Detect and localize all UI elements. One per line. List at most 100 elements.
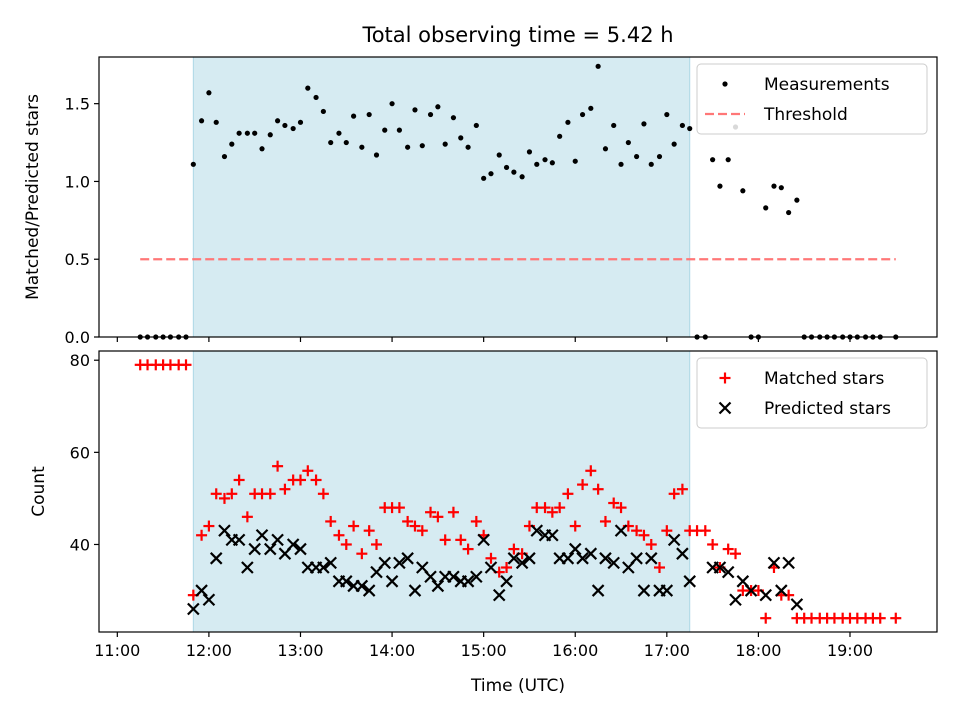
measurement-point [343,139,349,146]
measurement-point [450,115,457,121]
measurement-point [648,161,654,167]
matched-star-point [508,543,520,555]
predicted-star-point [782,556,795,570]
y-tick-label: 0.0 [65,328,90,347]
predicted-star-point [202,593,216,607]
matched-star-point [668,488,680,500]
bottom-axis-ticks: 11:00 12:00 13:00 14:00 15:00 16:00 17:00 18:00… [70,351,873,660]
predicted-star-point [209,552,223,565]
predicted-star-point [271,533,284,547]
predicted-star-point [614,524,628,537]
panel-ratio: 0.0 0.5 1.0 1.5 Matched/Predicted stars Mea… [23,56,938,347]
predicted-star-point [187,602,200,616]
predicted-star-point [584,547,598,560]
predicted-star-point [676,547,689,560]
matched-star-point [546,506,558,518]
predicted-star-point [378,556,392,570]
legend-swatch [719,372,731,384]
matched-star-point [333,529,345,541]
matched-star-point [432,511,444,523]
matched-star-point [226,488,238,500]
observing-window-span-bottom [192,350,691,633]
predicted-star-point [424,570,437,583]
x-tick-label: 17:00 [644,641,690,660]
predicted-star-point [477,533,490,547]
measurement-point [549,160,555,166]
matched-star-point [348,520,360,532]
predicted-star-point [630,552,643,565]
matched-star-point [310,474,322,486]
matched-star-point [760,612,772,624]
predicted-star-point [599,552,612,565]
measurement-point [710,157,716,163]
matched-star-point [264,488,276,500]
matched-star-point [608,497,620,509]
matched-star-point [356,548,368,560]
y-tick-label: 60 [70,443,90,462]
predicted-star-point [667,533,681,547]
measurement-point [740,188,746,194]
matched-star-point [409,520,421,532]
measurement-point [373,152,380,158]
predicted-star-point [500,575,513,588]
matched-star-point [279,483,291,495]
measurement-point [565,119,571,125]
predicted-star-point [393,556,406,570]
predicted-star-point [607,556,620,570]
legend-box [696,357,928,429]
measurement-point [671,141,677,147]
measurement-point [221,153,228,160]
predicted-star-point [591,584,605,597]
predicted-star-point [248,542,261,556]
measurement-point [419,143,425,149]
matched-star-point [402,515,414,527]
matched-star-point [294,474,306,486]
matched-star-point [371,538,383,550]
measurement-point [717,183,723,189]
predicted-star-point [195,584,208,597]
matched-star-point [180,359,192,371]
top-legend: Measurements Threshold [696,63,928,135]
predicted-star-point [286,538,300,551]
predicted-star-point [317,561,330,574]
predicted-star-point [255,528,269,542]
predicted-star-point [401,552,414,565]
predicted-star-point [218,524,231,537]
y-tick-label: 1.5 [65,95,90,114]
matched-star-point [233,474,245,486]
measurement-point [442,141,448,147]
y-tick-label: 1.0 [65,172,90,191]
measurement-point [412,107,418,113]
predicted-star-point [729,593,742,607]
measurement-point [259,146,265,152]
top-axis-ticks: 0.0 0.5 1.0 1.5 [65,95,851,347]
predicted-star-point [644,552,658,565]
matched-star-point [676,483,688,495]
x-tick-label: 14:00 [369,641,415,660]
bottom-y-axis-label: Count [29,466,49,517]
measurement-point [267,132,273,138]
matched-star-point [722,543,734,555]
measurement-point [405,144,411,150]
measurement-point [687,125,693,132]
measurement-point [786,209,792,216]
measurement-point [244,130,250,136]
predicted-star-point [484,561,498,574]
bottom-axes-frame [98,350,938,633]
x-tick-label: 19:00 [827,641,873,660]
measurement-point [389,101,395,107]
measurement-point [725,157,731,163]
measurement-point [618,161,624,167]
measurement-point [588,105,594,111]
measurement-point [396,127,402,133]
measurement-point [794,197,800,203]
matched-star-point [416,525,428,537]
predicted-star-point [232,533,246,547]
matched-star-point [485,552,497,564]
measurement-point [458,135,464,141]
measurement-point [534,161,540,167]
predicted-star-point [355,579,369,593]
matched-star-point [203,520,215,532]
measurement-point [572,158,578,164]
matched-star-point [599,515,611,527]
